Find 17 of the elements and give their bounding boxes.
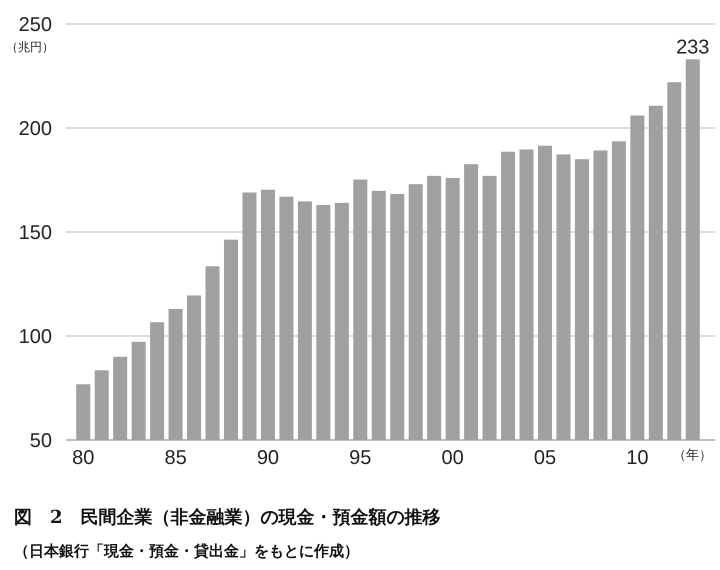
x-tick-label: 05 <box>534 447 556 469</box>
x-axis-title: （年） <box>673 448 712 463</box>
x-tick-label: 80 <box>72 447 94 469</box>
y-tick-label: 250 <box>18 14 52 36</box>
x-tick-label: 95 <box>349 447 372 469</box>
text: （日本銀行「現金・預金・貸出金」をもとに作成） <box>14 542 359 560</box>
y-tick-label: 150 <box>18 222 52 244</box>
data-label: 233 <box>676 36 710 58</box>
y-axis-title: （兆円） <box>6 40 54 54</box>
y-tick-label: 200 <box>18 118 52 140</box>
x-tick-label: 90 <box>256 447 280 469</box>
x-tick-label: 00 <box>442 447 464 469</box>
y-tick-label: 100 <box>18 326 52 348</box>
x-tick-label: 85 <box>164 447 187 469</box>
x-tick-label: 10 <box>626 447 648 469</box>
y-tick-label: 50 <box>30 430 52 452</box>
text: 図 2 民間企業（非金融業）の現金・預金額の推移 <box>14 507 441 528</box>
